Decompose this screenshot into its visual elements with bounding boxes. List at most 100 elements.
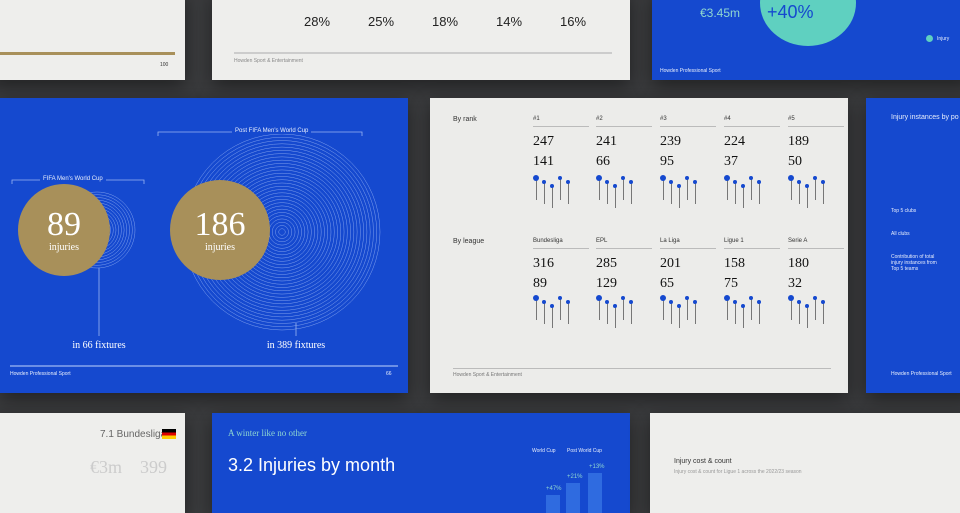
lollipop [663,178,664,200]
value: 224 [724,134,745,149]
lollipop [568,182,569,204]
value: 95 [660,154,674,169]
dot [741,304,745,308]
dot [533,295,539,301]
value: 129 [596,276,617,291]
card: 7.1 Bundesliga €3m 399 [0,413,185,513]
dot [693,180,697,184]
rule [533,248,589,249]
dot [797,300,801,304]
dot [613,184,617,188]
value: 75 [724,276,738,291]
lollipop [791,298,792,320]
value: 37 [724,154,738,169]
dot [821,300,825,304]
card: Howden Sport & Entertainment 28% 25% 18% 14… [212,0,630,80]
change: +21% [567,474,583,480]
value: 50 [788,154,802,169]
dot [733,180,737,184]
lollipop [552,306,553,328]
column-label: La Liga [660,238,680,244]
title: 7.1 Bundesliga [100,429,167,440]
value: 65 [660,276,674,291]
ring [278,228,286,236]
page-number: 66 [386,371,392,377]
dot [749,176,753,180]
stat: 16% [560,14,587,29]
dot [629,180,633,184]
dot [660,295,666,301]
card: 100 [0,0,185,80]
lollipop [743,306,744,328]
row-label: Top 5 clubs [891,208,917,214]
bar [546,495,560,513]
card: Post FIFA Men's World Cup FIFA Men's Wor… [0,98,408,393]
rule [660,248,716,249]
dot [757,180,761,184]
row-label: All clubs [891,231,910,237]
legend-dot [926,35,933,42]
count: 89 [47,206,81,243]
column-label: #1 [533,116,540,122]
dot [813,296,817,300]
diagram [10,131,398,367]
note: Contribution of total injury instances f… [891,254,937,272]
lollipop [823,302,824,324]
value: 89 [533,276,547,291]
dot [724,295,730,301]
lollipop [615,186,616,208]
lollipop [799,302,800,324]
value: 316 [533,256,554,271]
lollipop [695,302,696,324]
lollipop [695,182,696,204]
bar [588,473,602,513]
dot [757,300,761,304]
rule [660,126,716,127]
value: 239 [660,134,681,149]
lollipop [815,178,816,200]
dot [566,180,570,184]
section-title: By league [453,238,485,245]
ring [265,215,299,249]
stat: 28% [304,14,331,29]
card: By rank By league Howden Sport & Enterta… [430,98,848,393]
rule [724,248,780,249]
lollipop [679,306,680,328]
subtitle: Injury cost & count for Ligue 1 across t… [674,469,802,475]
lollipop [751,178,752,200]
legend: Injury [937,36,950,42]
lollipop [536,178,537,200]
unit: injuries [49,242,79,253]
dot [797,180,801,184]
title: Injury instances by po [891,114,959,121]
lollipop [552,186,553,208]
fixtures: in 66 fixtures [72,340,126,351]
lollipop [607,302,608,324]
dot [685,176,689,180]
lollipop [671,302,672,324]
amount: €3m [90,457,123,477]
value: 241 [596,134,617,149]
lollipop [560,178,561,200]
dot [805,184,809,188]
rule [533,126,589,127]
count: 186 [194,206,246,243]
count: 399 [140,457,167,477]
lollipop [599,178,600,200]
footer: Howden Sport & Entertainment [453,372,522,378]
dot [596,295,602,301]
ring [271,221,293,243]
dot [677,304,681,308]
lollipop [568,302,569,324]
dot [550,184,554,188]
lollipop [679,186,680,208]
column-label: #3 [660,116,667,122]
footer: Howden Professional Sport [891,371,952,377]
column-label: #5 [788,116,795,122]
dot [788,295,794,301]
value: 66 [596,154,610,169]
lollipop [560,298,561,320]
stat: 18% [432,14,459,29]
ring [275,225,289,239]
amount: €3.45m [700,6,741,20]
